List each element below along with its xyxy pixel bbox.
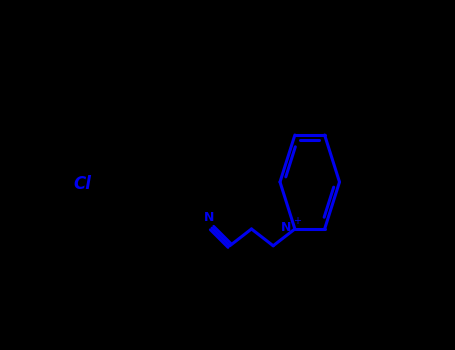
- Text: +: +: [293, 216, 301, 226]
- Text: N: N: [204, 211, 214, 224]
- Text: Cl: Cl: [73, 175, 91, 193]
- Text: N: N: [281, 221, 291, 234]
